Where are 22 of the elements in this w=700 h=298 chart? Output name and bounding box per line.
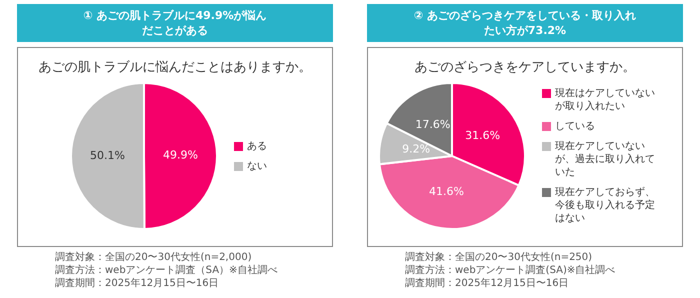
legend-label: 現在はケアしていないが取り入れたい [555, 87, 656, 113]
text: 調査対象：全国の20〜30代女性(n=250) [405, 251, 594, 264]
legend-label: ない [247, 160, 267, 172]
legend-label: ある [247, 140, 267, 152]
data-label: 31.6% [465, 128, 500, 142]
legend-label: 現在ケアしておらず、今後も取り入れる予定はない [555, 186, 656, 225]
data-label: 49.9% [163, 148, 198, 162]
text: 調査期間：2025年12月15日〜16日 [405, 277, 570, 290]
legend-label: している [555, 120, 595, 133]
chart-title: ① あごの肌トラブルに49.9%が悩んだことがある [82, 8, 268, 38]
text: あごのざらつきをケアしていますか。 [414, 59, 636, 76]
text: 調査期間：2025年12月15日〜16日 [55, 277, 220, 290]
text: 調査対象：全国の20〜30代女性(n=2,000) [55, 251, 253, 264]
text: 調査方法：webアンケート調査(SA)※自社調べ [405, 264, 616, 277]
text: 調査方法：webアンケート調査（SA）※自社調べ [55, 264, 278, 277]
data-label: 9.2% [402, 142, 430, 156]
data-label: 41.6% [429, 184, 464, 198]
chart-subtitle: あごの肌トラブルに悩んだことはありますか。 [38, 59, 312, 76]
legend-label: 現在ケアしていないが、過去に取り入れていた [555, 140, 656, 179]
data-label: 50.1% [90, 148, 125, 162]
chart-title: ② あごのざらつきケアをしている・取り入れたい方が73.2% [412, 8, 638, 38]
data-label: 17.6% [415, 118, 450, 131]
